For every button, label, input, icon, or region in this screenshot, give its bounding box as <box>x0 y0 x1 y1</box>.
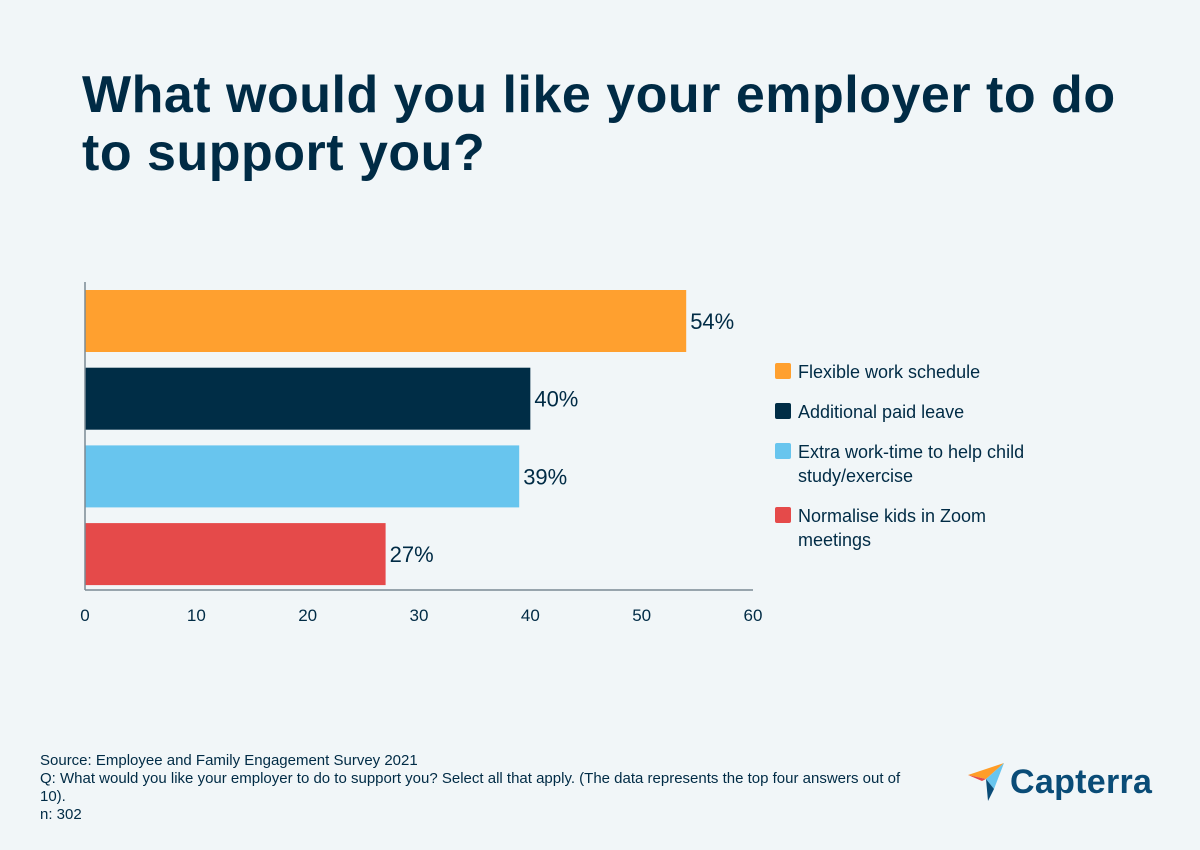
legend-label: Normalise kids in Zoom meetings <box>798 506 987 550</box>
source-note: Source: Employee and Family Engagement S… <box>40 752 418 769</box>
legend-swatch <box>775 507 791 523</box>
logo-text: Capterra <box>1010 762 1153 801</box>
x-tick-label: 40 <box>521 606 540 625</box>
x-tick-label: 60 <box>744 606 763 625</box>
capterra-arrow-icon <box>968 763 1004 801</box>
bar-0 <box>85 290 687 352</box>
axis-layer: 0 10 20 30 40 50 60 <box>80 282 762 625</box>
bar-3 <box>85 523 386 586</box>
bar-1 <box>85 367 531 430</box>
footer: Source: Employee and Family Engagement S… <box>40 752 920 824</box>
bar-value-label: 54% <box>690 309 734 334</box>
legend-label: Flexible work schedule <box>798 362 981 382</box>
bar-value-label: 27% <box>390 542 434 567</box>
legend-label: Extra work-time to help child study/exer… <box>798 442 1025 486</box>
sample-size: n: 302 <box>40 806 82 823</box>
legend: Flexible work schedule Additional paid l… <box>775 360 1035 568</box>
legend-label: Additional paid leave <box>798 402 965 422</box>
x-tick-label: 10 <box>187 606 206 625</box>
chart-title: What would you like your employer to do … <box>82 66 1116 182</box>
x-tick-label: 20 <box>298 606 317 625</box>
legend-swatch <box>775 443 791 459</box>
legend-item-paid-leave: Additional paid leave <box>775 400 1035 424</box>
bar-value-label: 40% <box>534 387 578 412</box>
bars-layer: 54% 40% 39% 27% <box>85 290 734 586</box>
legend-item-flexible: Flexible work schedule <box>775 360 1035 384</box>
bar-value-label: 39% <box>523 464 567 489</box>
legend-item-extra-work-time: Extra work-time to help child study/exer… <box>775 440 1035 488</box>
x-tick-label: 0 <box>80 606 89 625</box>
capterra-logo: Capterra <box>966 760 1152 804</box>
question-note: Q: What would you like your employer to … <box>40 770 901 805</box>
legend-item-zoom: Normalise kids in Zoom meetings <box>775 504 1035 552</box>
x-tick-label: 30 <box>410 606 429 625</box>
legend-swatch <box>775 363 791 379</box>
bar-2 <box>85 445 520 508</box>
x-tick-label: 50 <box>632 606 651 625</box>
legend-swatch <box>775 403 791 419</box>
